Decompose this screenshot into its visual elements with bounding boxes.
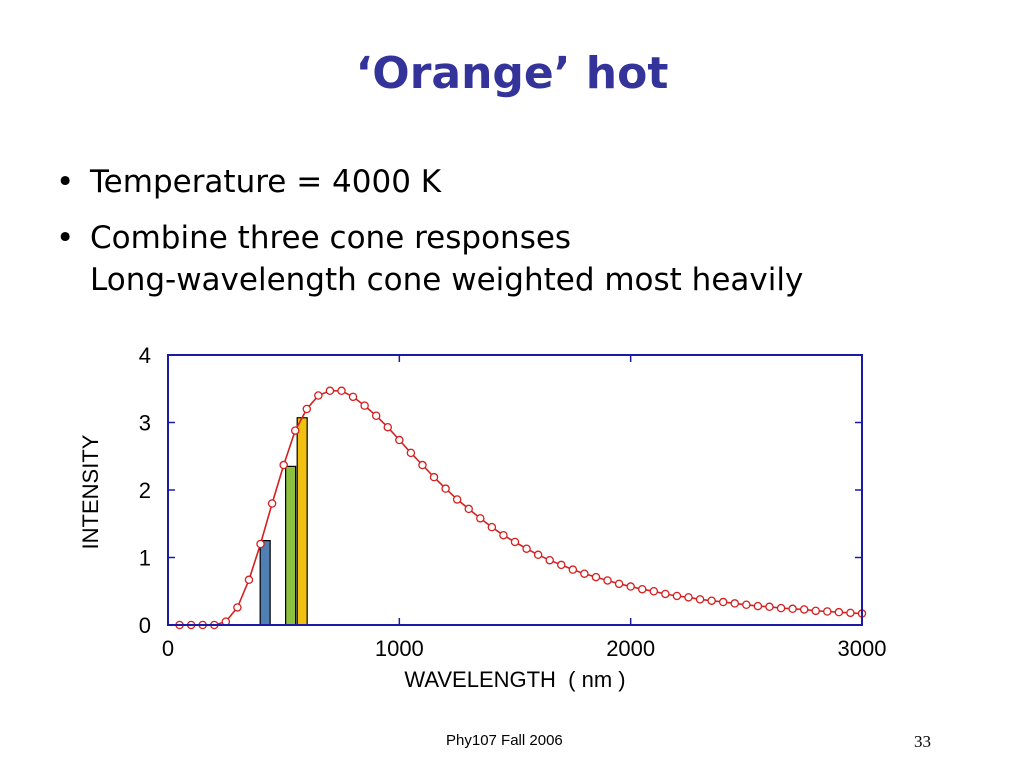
curve-point [383, 422, 393, 432]
bullet-item: • Combine three cone responses Long-wave… [56, 214, 803, 304]
curve-point [580, 569, 589, 578]
curve-point [776, 603, 786, 613]
curve-point [614, 579, 624, 589]
curve-point [337, 386, 346, 396]
bullet-subtext: Long-wavelength cone weighted most heavi… [90, 262, 804, 298]
curve-point [707, 596, 716, 605]
curve-point [545, 555, 554, 565]
y-tick-label: 4 [139, 343, 151, 368]
page-number: 33 [914, 732, 931, 751]
curve-point [637, 584, 647, 594]
curve-point [765, 602, 774, 612]
curve-point [487, 522, 497, 532]
slide-title: ‘Orange’ hot [355, 48, 669, 99]
cone-bar-1 [259, 540, 271, 626]
curve-point [649, 587, 659, 596]
curve-markers [175, 386, 867, 630]
curve-point [846, 608, 855, 618]
y-tick-label: 1 [139, 546, 151, 571]
curve-point [441, 484, 450, 493]
curve-point [418, 460, 427, 470]
bullet-list: • Temperature = 4000 K • Combine three c… [56, 158, 803, 312]
bullet-text: Temperature = 4000 K [90, 164, 442, 200]
curve-point [476, 514, 485, 523]
curve-point [360, 401, 369, 410]
axis-ticks [167, 354, 863, 626]
curve-point [788, 604, 797, 614]
curve-point [568, 565, 578, 574]
curve-point [591, 572, 601, 582]
y-tick-label: 0 [139, 613, 151, 638]
curve-point [799, 605, 809, 614]
plot-frame [167, 354, 863, 626]
curve-point [742, 600, 751, 610]
curve-point [314, 391, 323, 400]
curve-point [429, 472, 439, 482]
curve-point [371, 411, 381, 420]
curve-point [672, 591, 682, 601]
curve-line [179, 390, 863, 626]
curve-point [533, 550, 543, 560]
curve-point [626, 582, 635, 591]
curve-point [348, 392, 358, 402]
tick-labels: 0 1000 2000 3000 0 1 2 3 4 [139, 343, 887, 661]
curve-point [267, 499, 277, 508]
curve-point [684, 593, 693, 602]
bullet-icon: • [56, 220, 75, 256]
curve-point [661, 589, 670, 599]
curve-point [695, 595, 705, 604]
curve-point [522, 544, 531, 553]
bullet-icon: • [56, 164, 75, 200]
bullet-text: Combine three cone responses [90, 220, 572, 256]
curve-point [279, 460, 288, 470]
x-tick-label: 1000 [375, 636, 424, 661]
curve-point [302, 404, 312, 414]
curve-point [256, 539, 265, 549]
curve-point [823, 607, 832, 616]
curve-point [834, 607, 844, 617]
curve-point [557, 560, 566, 570]
y-axis-title: INTENSITY [78, 434, 103, 549]
y-tick-label: 2 [139, 478, 151, 503]
curve-point [290, 426, 300, 435]
x-axis-title: WAVELENGTH ( nm ) [404, 667, 625, 692]
curve-point [325, 386, 335, 396]
x-tick-label: 3000 [838, 636, 887, 661]
curve-point [464, 504, 473, 514]
curve-point [753, 601, 763, 611]
curve-point [730, 599, 740, 608]
curve-point [811, 606, 820, 616]
cone-bar-3 [296, 417, 308, 626]
curve-point [499, 530, 508, 540]
curve-point [510, 537, 520, 547]
x-tick-label: 0 [162, 636, 174, 661]
bullet-item: • Temperature = 4000 K [56, 158, 803, 206]
y-tick-label: 3 [139, 411, 151, 436]
curve-point [452, 495, 462, 504]
curve-point [718, 597, 728, 607]
cone-bar-2 [285, 465, 297, 626]
x-tick-label: 2000 [606, 636, 655, 661]
curve-point [395, 435, 404, 445]
curve-point [603, 576, 612, 585]
curve-point [406, 448, 416, 458]
curve-point [233, 603, 242, 612]
footer-course: Phy107 Fall 2006 [446, 732, 563, 749]
curve-point [244, 575, 254, 585]
